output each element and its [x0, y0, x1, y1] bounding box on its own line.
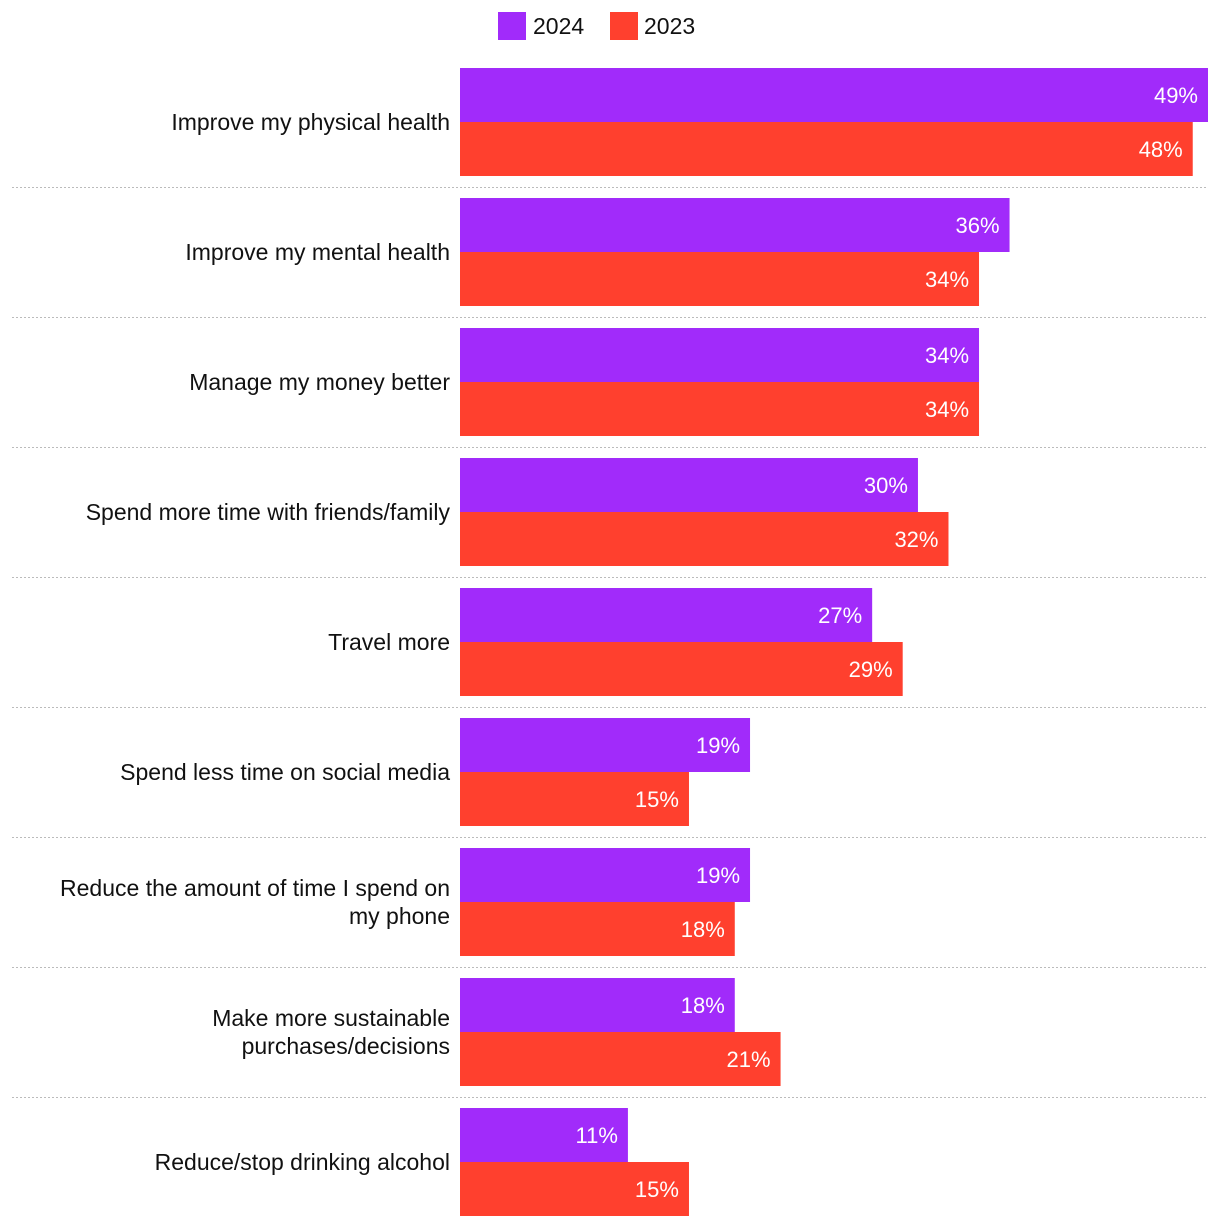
bar-2024-3	[460, 458, 918, 512]
value-label-2024-2: 34%	[925, 343, 969, 368]
bar-2023-2	[460, 382, 980, 436]
value-label-2024-5: 19%	[696, 733, 740, 758]
value-label-2024-3: 30%	[864, 473, 908, 498]
bar-2024-5	[460, 718, 751, 772]
bar-2023-6	[460, 902, 735, 956]
category-label-6-line-0: Reduce the amount of time I spend on	[60, 875, 450, 901]
bar-2023-3	[460, 512, 949, 566]
category-label-4: Travel more	[328, 629, 450, 655]
category-label-2: Manage my money better	[189, 369, 450, 395]
category-label-5: Spend less time on social media	[120, 759, 450, 785]
bar-2024-4	[460, 588, 873, 642]
value-label-2023-3: 32%	[894, 527, 938, 552]
value-label-2023-0: 48%	[1139, 137, 1183, 162]
value-label-2023-2: 34%	[925, 397, 969, 422]
value-label-2023-8: 15%	[635, 1177, 679, 1202]
value-label-2023-5: 15%	[635, 787, 679, 812]
legend-swatch-2023	[610, 12, 638, 40]
bar-2023-7	[460, 1032, 781, 1086]
value-label-2024-8: 11%	[576, 1123, 618, 1148]
category-label-7-line-0: Make more sustainable	[212, 1005, 450, 1031]
category-label-8: Reduce/stop drinking alcohol	[155, 1149, 450, 1175]
value-label-2024-1: 36%	[956, 213, 1000, 238]
legend: 2024 2023	[498, 12, 695, 40]
category-label-6-line-1: my phone	[349, 903, 450, 929]
category-label-1: Improve my mental health	[185, 239, 450, 265]
bar-2024-0	[460, 68, 1208, 122]
bar-2023-0	[460, 122, 1193, 176]
value-label-2023-6: 18%	[681, 917, 725, 942]
category-label-0: Improve my physical health	[171, 109, 450, 135]
bar-2024-7	[460, 978, 735, 1032]
value-label-2023-1: 34%	[925, 267, 969, 292]
value-label-2023-7: 21%	[727, 1047, 771, 1072]
bar-2023-4	[460, 642, 903, 696]
bar-2024-8	[460, 1108, 628, 1162]
value-label-2024-0: 49%	[1154, 83, 1198, 108]
bars: 49% 48% 36% 34% 34% 34% 30% 32% 27% 29% 19% 15% 19% 1…	[460, 68, 1208, 1216]
category-label-7-line-1: purchases/decisions	[242, 1033, 450, 1059]
bar-2024-1	[460, 198, 1010, 252]
bar-2023-1	[460, 252, 980, 306]
bar-2023-5	[460, 772, 689, 826]
legend-swatch-2024	[498, 12, 526, 40]
row-dividers	[12, 187, 1208, 1098]
legend-label-2024: 2024	[533, 13, 584, 39]
legend-label-2023: 2023	[644, 13, 695, 39]
value-label-2024-4: 27%	[818, 603, 862, 628]
bar-2024-2	[460, 328, 980, 382]
bar-2023-8	[460, 1162, 689, 1216]
category-labels: Improve my physical health Improve my men…	[60, 109, 450, 1175]
value-label-2024-6: 19%	[696, 863, 740, 888]
value-label-2023-4: 29%	[849, 657, 893, 682]
value-label-2024-7: 18%	[681, 993, 725, 1018]
category-label-3: Spend more time with friends/family	[86, 499, 451, 525]
bar-2024-6	[460, 848, 751, 902]
